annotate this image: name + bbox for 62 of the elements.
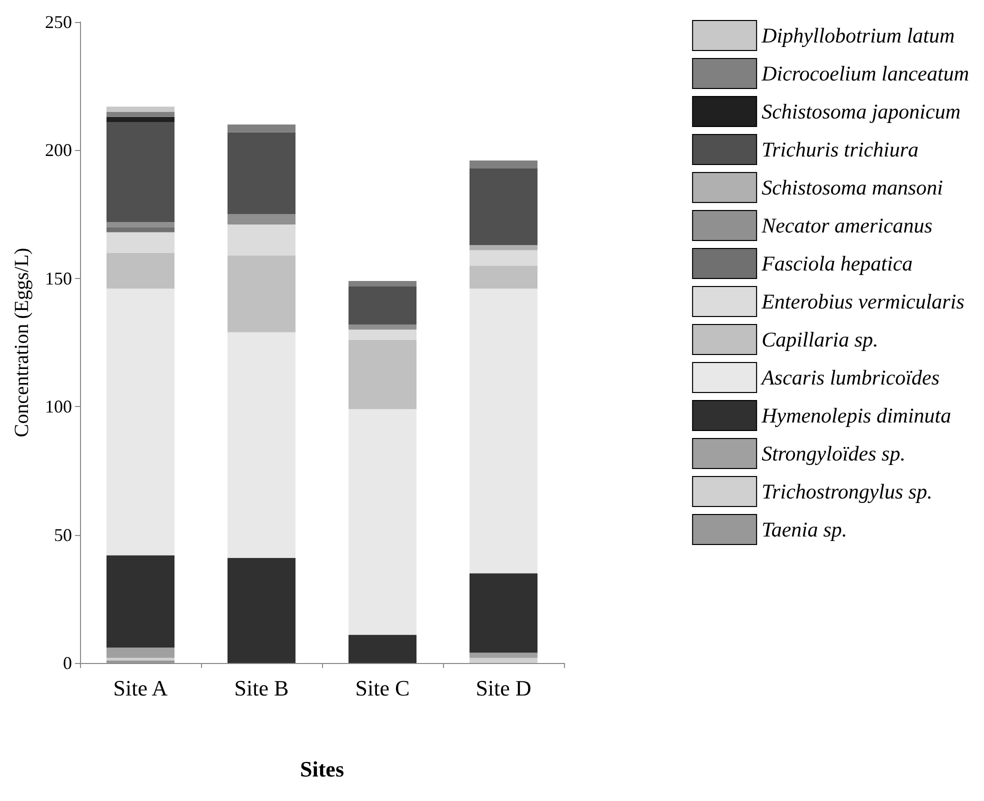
x-tick-label: Site B [234,676,289,700]
legend-label: Dicrocoelium lanceatum [760,62,970,86]
bar [228,132,296,214]
bar [106,106,174,112]
bar [470,652,538,658]
legend-label: Ascaris lumbricoïdes [760,366,940,390]
bar [470,245,538,250]
legend-label: Schistosoma mansoni [762,176,944,200]
bar [106,122,174,222]
legend-label: Trichostrongylus sp. [762,480,932,504]
x-tick-label: Site D [476,676,532,700]
legend-label: Fasciola hepatica [760,252,913,276]
bar [348,330,416,340]
y-tick-label: 200 [45,140,72,160]
bar [106,116,174,122]
bar [106,112,174,117]
bar [106,232,174,253]
legend-label: Necator americanus [760,214,932,238]
y-tick-label: 100 [45,396,72,417]
y-tick-label: 50 [54,524,72,545]
bar [348,409,416,635]
y-tick-label: 0 [63,653,72,673]
bar [470,168,538,246]
legend-label: Taenia sp. [762,518,848,542]
y-tick-label: 250 [45,12,72,32]
legend-label: Hymenolepis diminuta [760,404,952,428]
bar [348,340,416,410]
x-tick-label: Site A [113,676,168,700]
bar [470,573,538,653]
bar [106,288,174,556]
y-tick-label: 150 [45,268,72,288]
bar [228,224,296,256]
bar [470,160,538,168]
legend-label: Enterobius vermicularis [760,290,964,314]
bar [470,658,538,663]
bar [348,286,416,325]
x-axis-title: Sites [300,756,344,782]
bar [106,227,174,232]
bar [228,255,296,332]
bar [348,280,416,286]
bar [228,214,296,225]
legend-label: Trichuris trichiura [762,138,919,162]
bar [106,660,174,663]
bar [106,252,174,289]
x-tick-label: Site C [355,676,410,700]
bar [106,648,174,658]
bar [348,634,416,663]
bar [228,332,296,558]
bar [106,658,174,660]
legend-label: Strongyloïdes sp. [762,442,906,466]
y-axis-title: Concentration (Eggs/L) [11,248,33,438]
legend-label: Capillaria sp. [762,328,878,352]
bar [348,324,416,330]
bar [106,222,174,228]
bar [470,288,538,574]
legend-label: Diphyllobotrium latum [760,24,955,48]
bar [228,558,296,663]
bar [228,124,296,132]
legend-label: Schistosoma japonicum [762,100,960,124]
bar [470,266,538,289]
bar [470,250,538,266]
bar [106,555,174,648]
